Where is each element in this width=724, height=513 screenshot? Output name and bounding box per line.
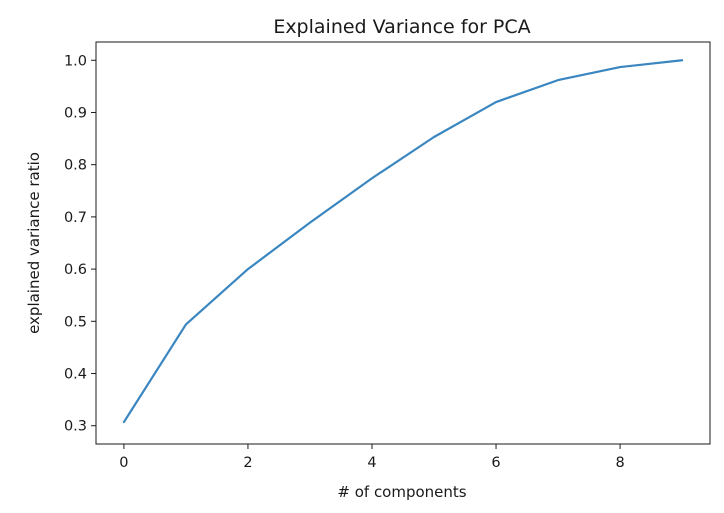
x-axis-label: # of components <box>337 483 466 501</box>
y-axis-ticks: 0.3 0.4 0.5 0.6 0.7 0.8 0.9 1.0 <box>64 53 96 435</box>
y-axis-label: explained variance ratio <box>25 152 43 334</box>
y-tick-label: 0.9 <box>64 105 87 121</box>
y-tick-label: 0.5 <box>64 314 87 330</box>
y-tick-label: 0.7 <box>64 210 87 226</box>
plot-area: 0 2 4 6 8 0.3 0.4 0.5 0.6 0.7 0.8 0.9 1.0 <box>64 41 711 471</box>
y-tick-label: 0.4 <box>64 367 87 383</box>
chart-title: Explained Variance for PCA <box>273 16 530 38</box>
y-tick-label: 0.8 <box>64 158 87 174</box>
series-layer <box>122 59 684 424</box>
y-tick-label: 0.6 <box>64 262 87 278</box>
x-tick-label: 2 <box>243 455 252 471</box>
x-tick-label: 8 <box>615 455 624 471</box>
x-tick-label: 4 <box>367 455 376 471</box>
x-axis-ticks: 0 2 4 6 8 <box>119 444 625 471</box>
y-tick-label: 0.3 <box>64 419 87 435</box>
x-tick-label: 0 <box>119 455 128 471</box>
plot-frame <box>95 41 711 445</box>
x-tick-label: 6 <box>491 455 500 471</box>
y-tick-label: 1.0 <box>64 53 87 69</box>
series-line-0 <box>122 59 684 424</box>
